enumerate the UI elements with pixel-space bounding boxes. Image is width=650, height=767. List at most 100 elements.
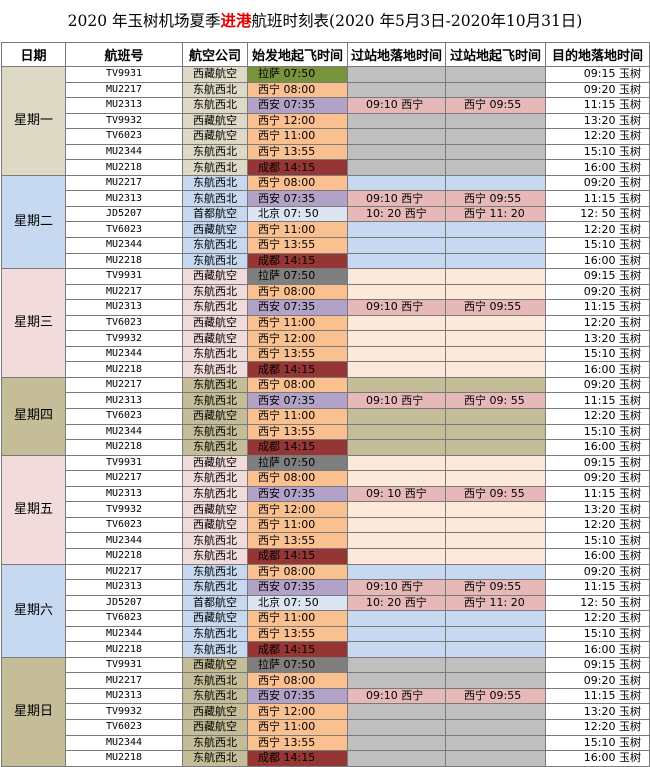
table-row: MU2217 东航西北 西宁 08:00 09:20 玉树 [1,283,650,301]
destination-arrival-cell: 09:20 玉树 [545,376,650,394]
airline-cell: 西藏航空 [182,330,248,347]
destination-arrival-cell: 15:10 玉树 [545,237,650,254]
flight-number-cell: TV9931 [65,66,183,83]
origin-departure-cell: 西宁 11:00 [247,718,348,736]
destination-arrival-cell: 09:20 玉树 [545,81,650,99]
stopover-departure-cell: 西宁 09: 55 [445,392,546,410]
table-row: TV9932 西藏航空 西宁 12:00 13:20 玉树 [1,330,650,347]
header-stopover-arrival: 过站地落地时间 [347,42,446,67]
flight-number-cell: MU2217 [65,174,183,192]
airline-cell: 西藏航空 [182,516,248,534]
stopover-departure-cell [445,641,546,658]
table-row: TV6023 西藏航空 西宁 11:00 12:20 玉树 [1,221,650,239]
stopover-departure-cell [445,143,546,161]
stopover-arrival-cell [347,221,446,239]
destination-arrival-cell: 09:15 玉树 [545,66,650,83]
airline-cell: 东航西北 [182,143,248,161]
stopover-arrival-cell [347,361,446,378]
airline-cell: 西藏航空 [182,408,248,425]
table-row: 星期一 TV9931 西藏航空 拉萨 07:50 09:15 玉树 [1,66,650,176]
flight-number-cell: TV9932 [65,703,183,720]
stopover-departure-cell [445,501,546,518]
origin-departure-cell: 西宁 12:00 [247,703,348,720]
table-row: TV9932 西藏航空 西宁 12:00 13:20 玉树 [1,703,650,720]
destination-arrival-cell: 09:15 玉树 [545,656,650,674]
destination-arrival-cell: 12:20 玉树 [545,221,650,239]
destination-arrival-cell: 09:15 玉树 [545,268,650,285]
flight-number-cell: TV6023 [65,314,183,332]
flight-number-cell: TV9931 [65,454,183,472]
stopover-arrival-cell: 09: 10 西宁 [347,485,446,503]
airline-cell: 东航西北 [182,376,248,394]
airline-cell: 东航西北 [182,734,248,752]
airline-cell: 东航西北 [182,392,248,410]
stopover-arrival-cell [347,750,446,767]
airline-cell: 东航西北 [182,361,248,378]
table-row: MU2218 东航西北 成都 14:15 16:00 玉树 [1,641,650,658]
origin-departure-cell: 西安 07:35 [247,392,348,410]
stopover-arrival-cell: 09:10 西宁 [347,190,446,207]
stopover-arrival-cell [347,283,446,301]
destination-arrival-cell: 16:00 玉树 [545,439,650,456]
origin-departure-cell: 西宁 13:55 [247,237,348,254]
airline-cell: 西藏航空 [182,703,248,720]
origin-departure-cell: 西安 07:35 [247,97,348,114]
table-row: 星期四 MU2217 东航西北 西宁 08:00 09:20 玉树 [1,376,650,456]
table-row: TV6023 西藏航空 西宁 11:00 12:20 玉树 [1,314,650,332]
table-row: TV9932 西藏航空 西宁 12:00 13:20 玉树 [1,501,650,518]
airline-cell: 东航西北 [182,345,248,363]
stopover-departure-cell [445,656,546,674]
stopover-departure-cell: 西宁 09:55 [445,299,546,316]
table-row: MU2344 东航西北 西宁 13:55 15:10 玉树 [1,625,650,643]
stopover-departure-cell [445,625,546,643]
destination-arrival-cell: 09:15 玉树 [545,454,650,472]
airline-cell: 东航西北 [182,672,248,689]
stopover-arrival-cell [347,547,446,565]
destination-arrival-cell: 13:20 玉树 [545,703,650,720]
flight-number-cell: MU2217 [65,672,183,689]
destination-arrival-cell: 11:15 玉树 [545,485,650,503]
schedule-table: 日期 航班号 航空公司 始发地起飞时间 过站地落地时间 过站地起飞时间 目的地落… [1,42,650,767]
airline-cell: 西藏航空 [182,718,248,736]
stopover-arrival-cell: 09:10 西宁 [347,392,446,410]
stopover-arrival-cell [347,516,446,534]
stopover-departure-cell [445,237,546,254]
origin-departure-cell: 西安 07:35 [247,485,348,503]
stopover-arrival-cell [347,376,446,394]
stopover-departure-cell: 西宁 11: 20 [445,594,546,612]
flight-number-cell: MU2313 [65,579,183,596]
stopover-departure-cell [445,610,546,627]
origin-departure-cell: 西宁 11:00 [247,516,348,534]
airline-cell: 东航西北 [182,625,248,643]
airline-cell: 东航西北 [182,174,248,192]
stopover-arrival-cell [347,610,446,627]
destination-arrival-cell: 09:20 玉树 [545,174,650,192]
table-row: MU2218 东航西北 成都 14:15 16:00 玉树 [1,547,650,565]
destination-arrival-cell: 12: 50 玉树 [545,205,650,223]
table-row: MU2217 东航西北 西宁 08:00 09:20 玉树 [1,470,650,487]
table-row: 星期三 TV9931 西藏航空 拉萨 07:50 09:15 玉树 [1,268,650,378]
header-row: 日期 航班号 航空公司 始发地起飞时间 过站地落地时间 过站地起飞时间 目的地落… [1,42,650,67]
airline-cell: 东航西北 [182,532,248,549]
destination-arrival-cell: 15:10 玉树 [545,625,650,643]
destination-arrival-cell: 15:10 玉树 [545,345,650,363]
origin-departure-cell: 拉萨 07:50 [247,656,348,674]
day-label: 星期六 [1,563,66,658]
stopover-departure-cell [445,66,546,83]
table-row: MU2313 东航西北 西安 07:35 09:10 西宁 西宁 09:55 11:15 … [1,190,650,207]
flight-number-cell: MU2218 [65,439,183,456]
airline-cell: 东航西北 [182,237,248,254]
day-label: 星期一 [1,66,66,176]
destination-arrival-cell: 11:15 玉树 [545,687,650,705]
destination-arrival-cell: 12: 50 玉树 [545,594,650,612]
table-row: MU2313 东航西北 西安 07:35 09:10 西宁 西宁 09:55 11:15 … [1,687,650,705]
table-row: JD5207 首都航空 北京 07: 50 10: 20 西宁 西宁 11: 20 12:… [1,594,650,612]
stopover-departure-cell: 西宁 11: 20 [445,205,546,223]
airline-cell: 东航西北 [182,485,248,503]
stopover-arrival-cell [347,112,446,130]
flight-number-cell: MU2344 [65,532,183,549]
stopover-arrival-cell [347,672,446,689]
header-airline: 航空公司 [182,42,248,67]
origin-departure-cell: 西宁 11:00 [247,128,348,145]
table-row: MU2313 东航西北 西安 07:35 09:10 西宁 西宁 09:55 11:15 … [1,97,650,114]
